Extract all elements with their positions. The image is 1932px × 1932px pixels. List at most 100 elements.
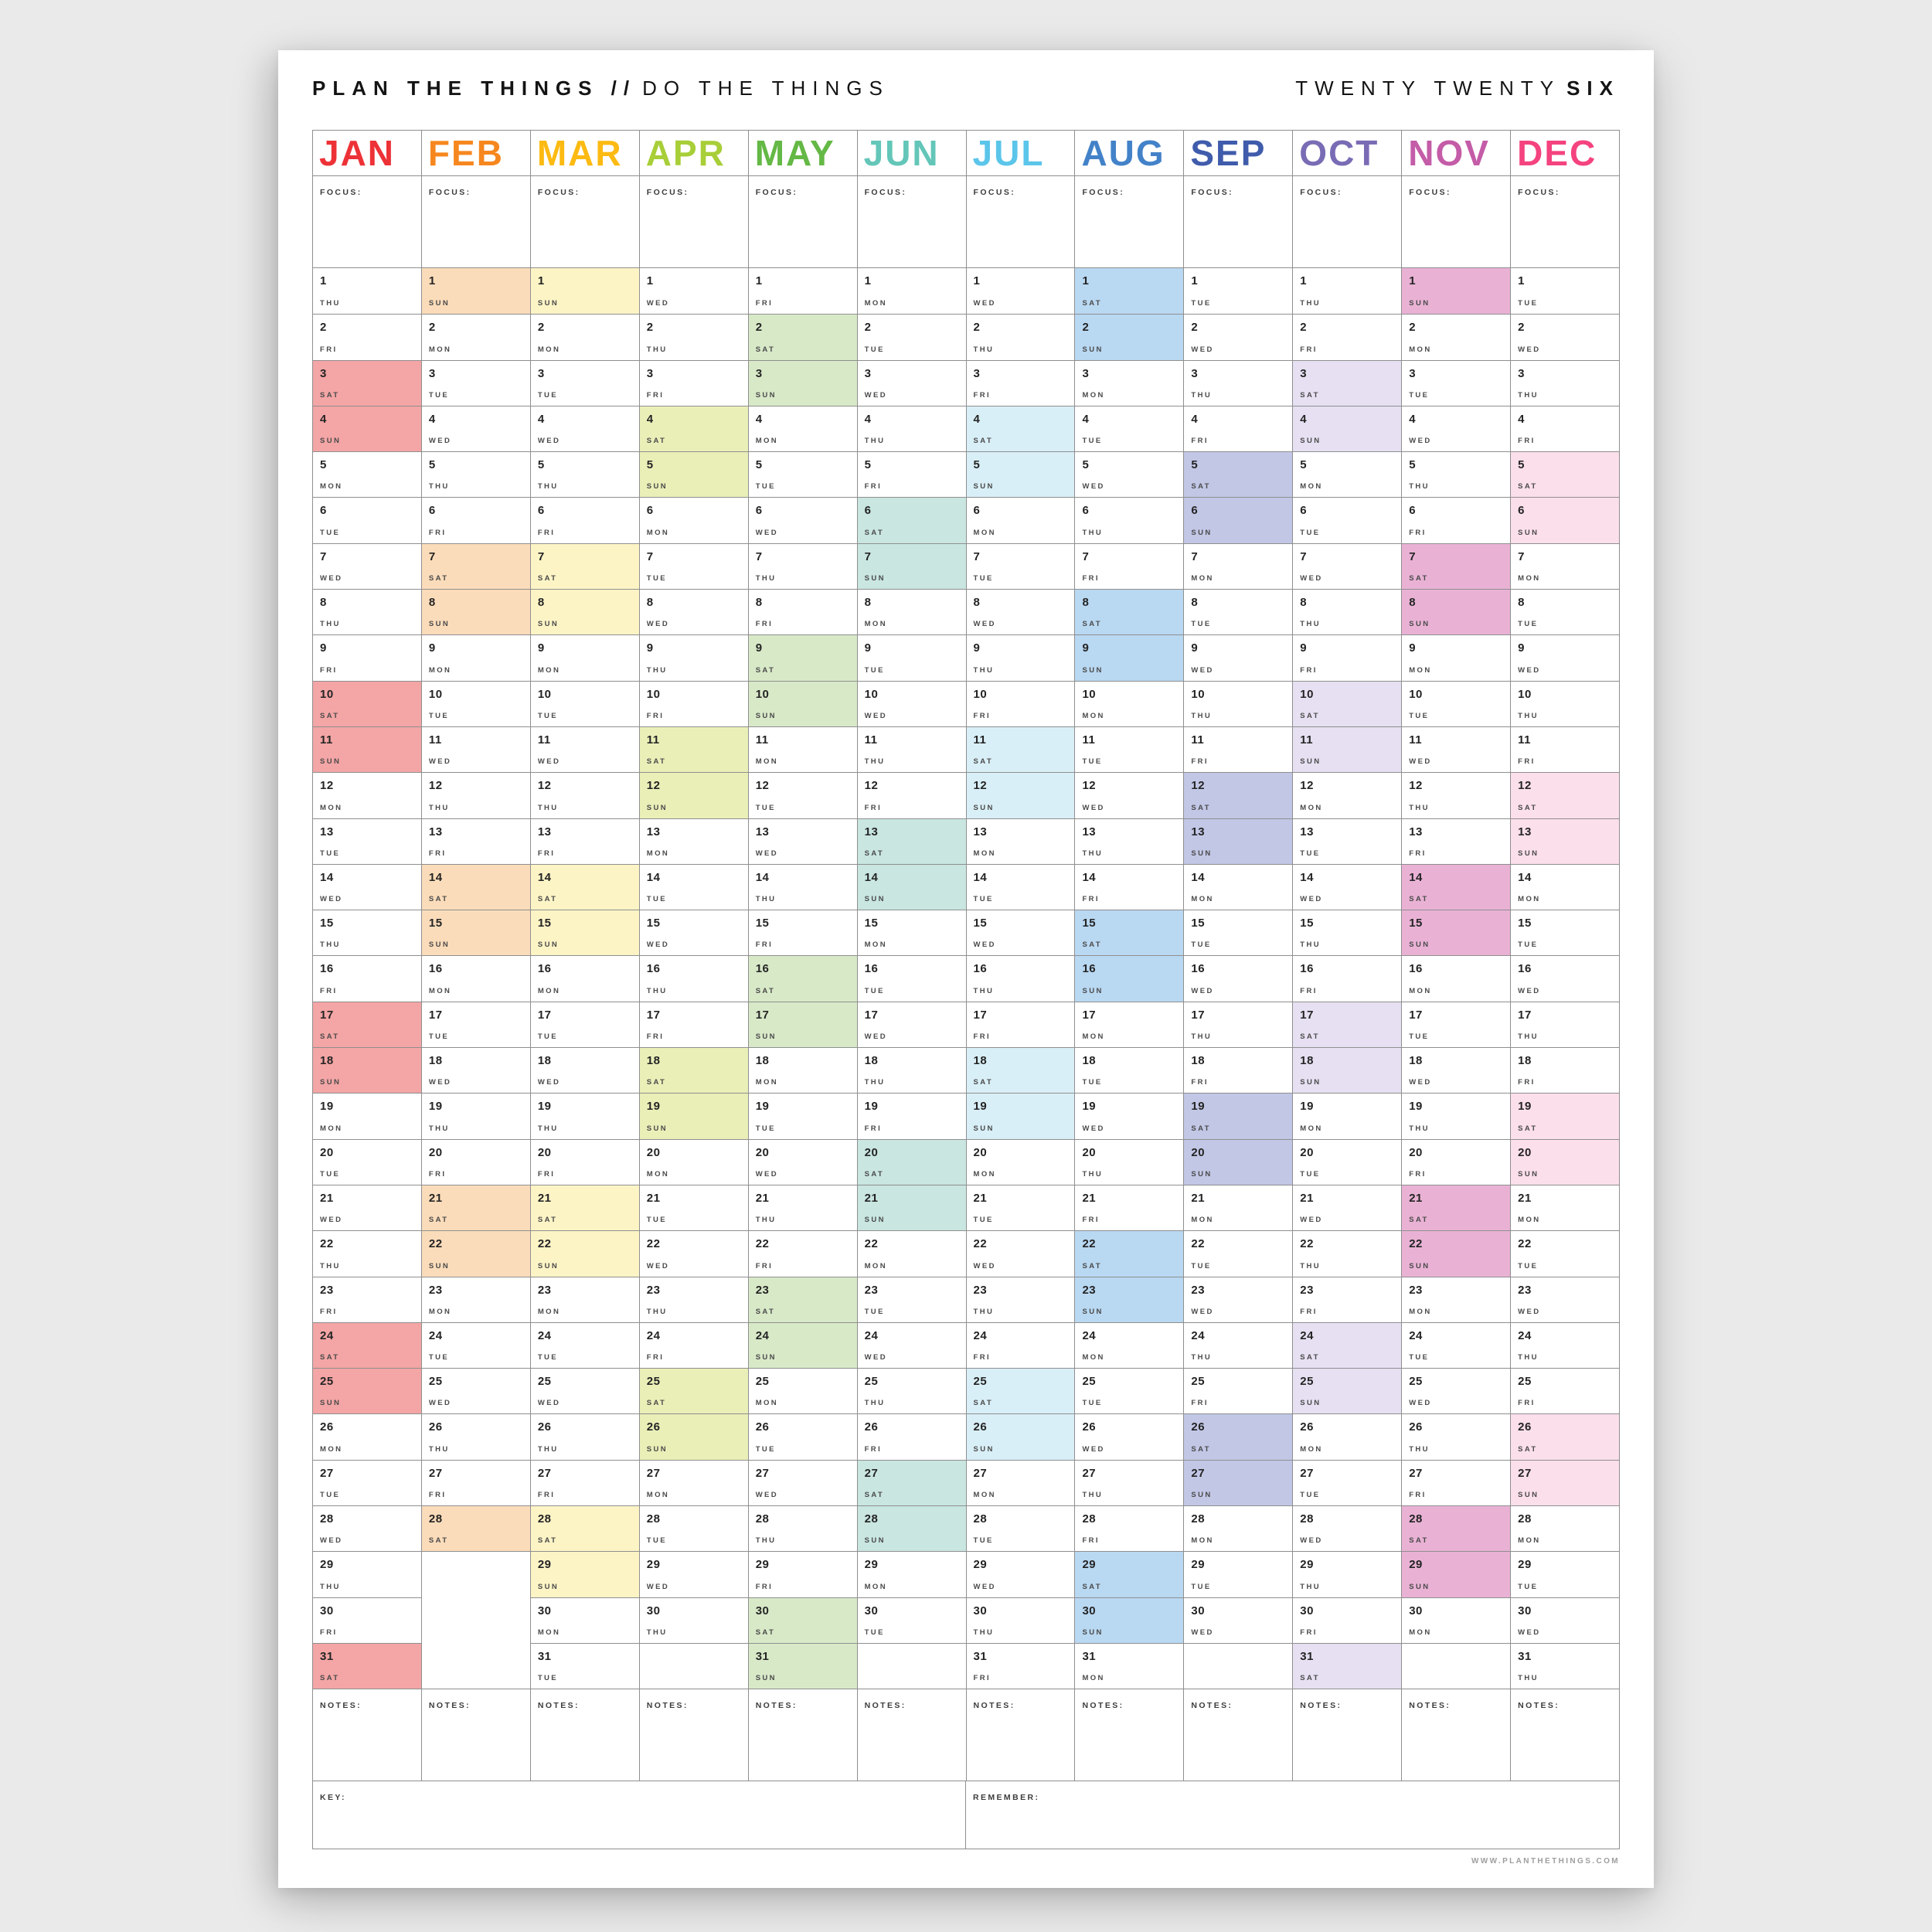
day-number: 13 xyxy=(864,825,879,838)
day-cell: 27 WED xyxy=(748,1459,857,1505)
day-cell: 8 SUN xyxy=(421,589,530,635)
day-number: 20 xyxy=(755,1145,770,1159)
day-cell: 23 MON xyxy=(530,1276,639,1322)
day-cell: 11 FRI xyxy=(1184,726,1293,772)
day-number: 15 xyxy=(1082,917,1097,930)
day-weekday: TUE xyxy=(1409,1353,1430,1362)
day-number: 17 xyxy=(428,1008,443,1022)
day-weekday: WED xyxy=(1409,1078,1432,1087)
day-cell: 22 TUE xyxy=(1184,1230,1293,1276)
day-weekday: THU xyxy=(864,1078,886,1087)
day-number: 17 xyxy=(755,1008,770,1022)
day-cell: 29 THU xyxy=(1293,1551,1402,1597)
day-number: 28 xyxy=(864,1512,879,1526)
day-weekday: FRI xyxy=(755,1582,774,1591)
day-number: 17 xyxy=(320,1008,334,1022)
day-weekday: SUN xyxy=(1518,1169,1539,1179)
focus-cell: FOCUS: xyxy=(639,176,748,268)
day-number: 12 xyxy=(1191,779,1206,793)
day-number: 5 xyxy=(537,458,545,472)
day-number: 18 xyxy=(646,1054,661,1068)
day-number: 6 xyxy=(428,504,436,518)
day-number: 25 xyxy=(1518,1375,1532,1389)
day-number: 22 xyxy=(428,1237,443,1251)
day-weekday: FRI xyxy=(1300,345,1318,354)
day-weekday: SAT xyxy=(973,1078,994,1087)
day-weekday: TUE xyxy=(646,574,667,583)
day-weekday: FRI xyxy=(755,940,774,950)
day-cell: 16 THU xyxy=(966,955,1075,1001)
day-cell: 9 MON xyxy=(530,634,639,680)
month-header: FEB xyxy=(421,131,530,176)
day-number: 1 xyxy=(1082,274,1090,287)
day-weekday: WED xyxy=(755,849,779,858)
poster-title: PLAN THE THINGS //DO THE THINGS xyxy=(312,77,889,100)
day-number: 19 xyxy=(1082,1100,1097,1114)
day-number: 26 xyxy=(1082,1420,1097,1434)
day-weekday: TUE xyxy=(1518,620,1539,629)
day-weekday: SAT xyxy=(864,849,885,858)
day-weekday: TUE xyxy=(1191,1261,1212,1270)
day-cell: 17 TUE xyxy=(1402,1001,1511,1047)
day-cell: 29 FRI xyxy=(748,1551,857,1597)
day-number: 9 xyxy=(1409,641,1417,655)
day-weekday: MON xyxy=(428,1307,452,1316)
day-number: 17 xyxy=(1191,1008,1206,1022)
day-cell: 16 MON xyxy=(421,955,530,1001)
day-cell: 30 MON xyxy=(1402,1597,1511,1643)
day-weekday: THU xyxy=(1300,1582,1321,1591)
day-cell: 20 MON xyxy=(639,1138,748,1185)
day-number: 28 xyxy=(1300,1512,1314,1526)
day-number: 17 xyxy=(864,1008,879,1022)
day-weekday: THU xyxy=(864,757,886,767)
day-number: 23 xyxy=(1082,1283,1097,1297)
day-number: 23 xyxy=(755,1283,770,1297)
day-number: 1 xyxy=(755,274,763,287)
day-cell: 1 MON xyxy=(858,268,966,314)
month-header: NOV xyxy=(1402,131,1511,176)
day-number: 2 xyxy=(1082,321,1090,335)
day-number: 2 xyxy=(646,321,654,335)
day-number: 11 xyxy=(1191,733,1205,747)
day-weekday: MON xyxy=(755,757,779,767)
day-number: 20 xyxy=(1518,1145,1532,1159)
day-weekday: FRI xyxy=(973,711,992,720)
day-cell: 12 SUN xyxy=(966,772,1075,818)
day-cell: 6 FRI xyxy=(530,497,639,543)
day-number: 30 xyxy=(973,1604,988,1617)
day-number: 8 xyxy=(320,596,327,610)
day-weekday: MON xyxy=(864,940,887,950)
day-number: 5 xyxy=(1082,458,1090,472)
day-weekday: SUN xyxy=(537,1582,560,1591)
day-number: 25 xyxy=(646,1375,661,1389)
day-number: 3 xyxy=(537,366,545,380)
key-label: KEY: xyxy=(320,1793,346,1803)
day-weekday: FRI xyxy=(1409,528,1427,537)
day-weekday: TUE xyxy=(864,986,885,995)
month-column-feb: FEB FOCUS: 1 SUN 2 MON 3 TUE 4 WED 5 THU 6 FRI 7 SAT 8 SU… xyxy=(421,131,531,1781)
day-weekday: THU xyxy=(646,665,668,675)
day-number: 9 xyxy=(973,641,981,655)
day-cell: 29 SUN xyxy=(530,1551,639,1597)
day-weekday: THU xyxy=(973,665,995,675)
day-cell: 2 THU xyxy=(966,314,1075,359)
day-weekday: SUN xyxy=(1409,1582,1430,1591)
day-number: 4 xyxy=(1191,412,1199,426)
day-weekday: FRI xyxy=(1518,1399,1536,1408)
day-weekday: SAT xyxy=(428,895,449,904)
day-weekday: SAT xyxy=(1409,1216,1429,1225)
month-column-dec: DEC FOCUS: 1 TUE 2 WED 3 THU 4 FRI 5 SAT 6 SUN 7 MON 8 TU… xyxy=(1511,131,1620,1781)
day-cell: 8 SUN xyxy=(1402,589,1511,635)
day-cell: 14 SAT xyxy=(1402,863,1511,910)
day-number: 1 xyxy=(537,274,545,287)
day-weekday: MON xyxy=(1409,1628,1432,1637)
day-cell: 8 WED xyxy=(639,589,748,634)
day-cell: 3 THU xyxy=(1511,359,1620,406)
day-weekday: WED xyxy=(537,437,561,446)
day-cell: 18 WED xyxy=(421,1047,530,1093)
day-weekday: SAT xyxy=(1300,1032,1320,1042)
day-weekday: SAT xyxy=(755,665,776,675)
day-number: 29 xyxy=(537,1558,552,1572)
day-cell: 6 FRI xyxy=(1402,497,1511,543)
day-weekday: WED xyxy=(1518,665,1541,675)
